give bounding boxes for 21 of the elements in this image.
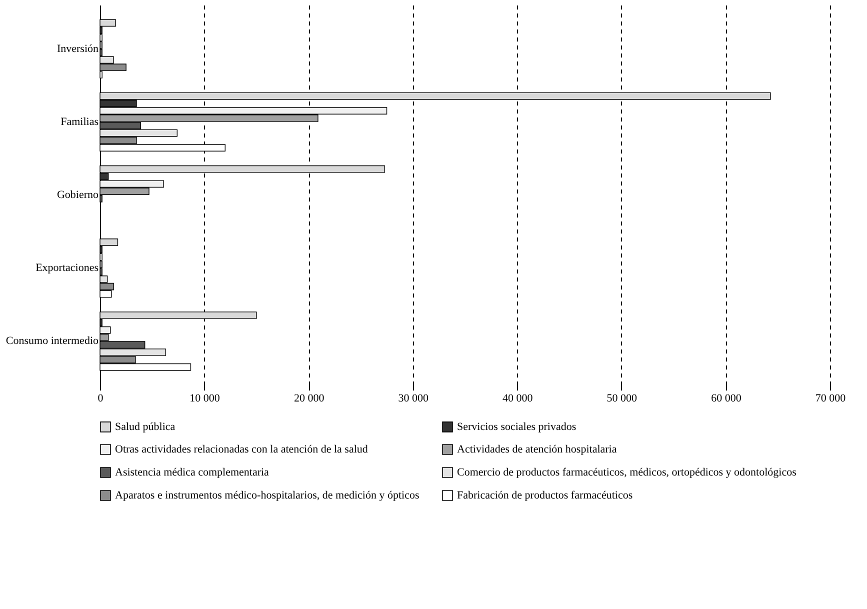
x-tick-label: 20 000 — [294, 392, 325, 404]
y-tick-label: Consumo intermedio — [6, 335, 99, 348]
x-tick-label: 40 000 — [502, 392, 534, 404]
legend-label: Aparatos e instrumentos médico-hospitalarios, de medición y ópticos — [115, 490, 420, 502]
y-tick-label: Exportaciones — [36, 262, 98, 274]
x-tick-label: 10 000 — [190, 392, 220, 404]
y-tick-label: Inversión — [56, 42, 99, 55]
legend-label: Salud pública — [115, 420, 176, 433]
legend-label: Otras actividades relacionadas con la atención de la salud — [115, 444, 368, 456]
y-tick-label: Gobierno — [56, 189, 99, 201]
legend-label: Servicios sociales privados — [457, 420, 576, 433]
x-tick-label: 50 000 — [606, 392, 638, 404]
legend-label: Fabricación de productos farmacéuticos — [457, 490, 633, 502]
x-tick-label: 60 000 — [711, 392, 742, 404]
legend-label: Asistencia médica complementaria — [115, 466, 270, 478]
x-tick-label: 30 000 — [398, 392, 429, 404]
x-tick-label: 70 000 — [815, 392, 846, 404]
y-tick-label: Familias — [60, 116, 98, 128]
legend-label: Comercio de productos farmacéuticos, médicos, ortopédicos y odontológicos — [457, 466, 796, 478]
x-tick-label: 0 — [98, 392, 104, 404]
legend-label: Actividades de atención hospitalaria — [457, 444, 617, 456]
